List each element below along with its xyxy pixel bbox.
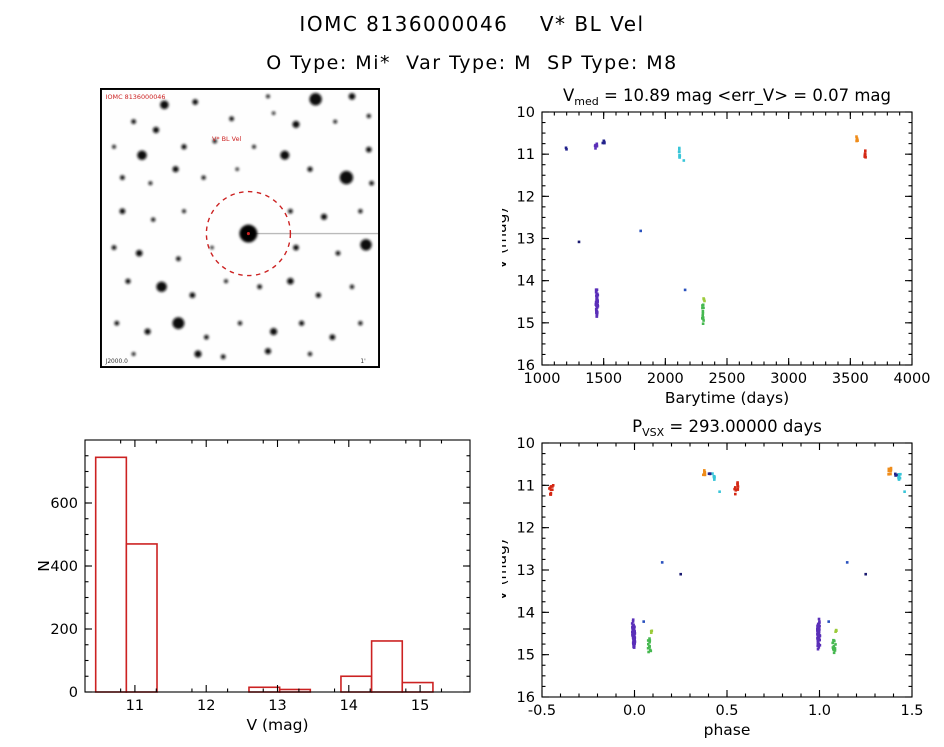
x-tick-label: 1500 — [585, 371, 622, 387]
data-points — [548, 466, 906, 655]
target-marker-circle — [205, 190, 292, 277]
y-tick-label: 600 — [50, 496, 78, 512]
y-tick-label: 11 — [517, 478, 535, 494]
histogram-bar — [94, 456, 128, 693]
y-tick-label: 14 — [517, 605, 535, 621]
plot-frame — [541, 111, 913, 366]
axis-labels: -0.5 0.0 0.5 1.0 1.5 10 11 12 13 14 15 16 phase V (ma… — [502, 417, 924, 739]
phase-folded-plot: -0.5 0.0 0.5 1.0 1.5 10 11 12 13 14 15 16 phase V (ma… — [502, 417, 924, 739]
y-tick-label: 13 — [517, 563, 535, 579]
x-tick-label: 1.5 — [900, 703, 923, 719]
sky-background — [100, 88, 380, 368]
target-center-dot — [246, 232, 250, 236]
y-tick-label: 10 — [517, 436, 535, 452]
x-tick-label: 0.5 — [715, 703, 738, 719]
axes — [84, 439, 471, 693]
plot-title: Vmed = 10.89 mag <err_V> = 0.07 mag — [563, 86, 891, 108]
histogram-bar — [340, 675, 373, 693]
lightcurve-plot: 1000 1500 2000 2500 3000 3500 4000 10 11 12 13 14 15… — [502, 86, 930, 407]
y-tick-label: 400 — [50, 559, 78, 575]
y-axis-label: V (mag) — [502, 539, 510, 601]
x-tick-label: 1.0 — [808, 703, 831, 719]
x-tick-label: 13 — [268, 698, 286, 714]
x-tick-label: 0.0 — [623, 703, 646, 719]
x-tick-label: 2000 — [647, 371, 684, 387]
page-title: IOMC 8136000046 V* BL Vel — [299, 12, 645, 36]
y-tick-label: 15 — [517, 648, 535, 664]
coordinate-label: J2000.0 — [105, 359, 129, 365]
x-tick-label: 3000 — [770, 371, 807, 387]
y-tick-label: 16 — [517, 690, 535, 706]
y-tick-label: 12 — [517, 521, 535, 537]
x-tick-label: 15 — [411, 698, 429, 714]
y-tick-label: 12 — [517, 189, 535, 205]
plot-title: PVSX = 293.00000 days — [632, 417, 822, 439]
y-axis-label: N — [35, 560, 53, 572]
x-tick-label: 12 — [197, 698, 215, 714]
y-tick-label: 200 — [50, 622, 78, 638]
y-tick-label: 11 — [517, 147, 535, 163]
x-axis-label: V (mag) — [246, 716, 308, 734]
source-name-label: V* BL Vel — [212, 135, 242, 143]
y-tick-label: 0 — [69, 685, 78, 701]
chart-id-label: IOMC 8136000046 — [106, 93, 166, 101]
x-tick-label: 3500 — [832, 371, 869, 387]
y-tick-label: 15 — [517, 316, 535, 332]
data-points — [564, 135, 867, 325]
y-axis-label: V (mag) — [502, 207, 510, 269]
y-tick-label: 14 — [517, 274, 535, 290]
star-field — [111, 93, 374, 360]
image-border — [100, 88, 380, 368]
histogram-bar — [248, 686, 281, 693]
y-tick-label: 16 — [517, 358, 535, 374]
scale-label: 1' — [360, 359, 366, 365]
plot-frame — [541, 442, 913, 698]
x-tick-label: 2500 — [709, 371, 746, 387]
x-tick-label: 1000 — [524, 371, 561, 387]
axes — [541, 111, 913, 366]
page-subtitle: O Type: Mi* Var Type: M SP Type: M8 — [266, 52, 678, 74]
x-axis-label: Barytime (days) — [665, 389, 789, 407]
x-tick-label: 11 — [126, 698, 144, 714]
x-tick-label: 4000 — [894, 371, 931, 387]
magnitude-histogram-plot: 11 12 13 14 15 0 200 400 600 V (mag) N — [35, 439, 471, 734]
finding-chart-annotations: IOMC 8136000046 V* BL Vel J2000.0 1' — [105, 93, 367, 365]
finding-chart-image: IOMC 8136000046 V* BL Vel J2000.0 1' — [100, 88, 380, 368]
histogram-bar — [401, 681, 434, 693]
histogram-bars — [94, 456, 434, 693]
histogram-bar — [125, 543, 158, 693]
histogram-bar — [370, 640, 404, 693]
y-tick-label: 10 — [517, 105, 535, 121]
x-tick-label: -0.5 — [528, 703, 556, 719]
axis-labels: 1000 1500 2000 2500 3000 3500 4000 10 11 12 13 14 15… — [502, 86, 930, 407]
x-axis-label: phase — [704, 721, 751, 739]
axis-labels: 11 12 13 14 15 0 200 400 600 V (mag) N — [35, 496, 429, 734]
x-tick-label: 14 — [340, 698, 358, 714]
y-tick-label: 13 — [517, 232, 535, 248]
axes — [541, 442, 913, 698]
